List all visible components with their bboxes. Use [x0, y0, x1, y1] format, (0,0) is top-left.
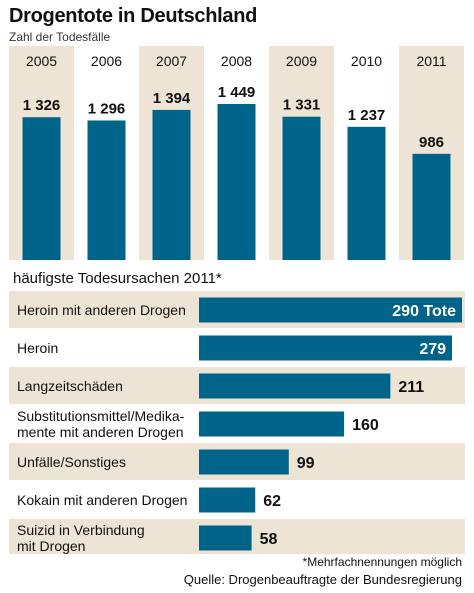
cause-bar-0 — [199, 297, 462, 323]
bar-2005 — [22, 117, 61, 260]
cause-label: mente mit anderen Drogen — [17, 424, 184, 440]
cause-value-label-6: 58 — [260, 531, 278, 548]
cause-label: Substitutionsmittel/Medika- — [17, 408, 185, 424]
cause-bar-1 — [199, 335, 453, 361]
cause-label: Heroin — [17, 340, 58, 356]
year-label-2009: 2009 — [286, 53, 317, 69]
value-label-2007: 1 394 — [153, 90, 191, 107]
year-label-2005: 2005 — [26, 53, 57, 69]
value-label-2009: 1 331 — [283, 97, 321, 114]
year-label-2006: 2006 — [91, 53, 122, 69]
year-label-2007: 2007 — [156, 53, 187, 69]
cause-value-label-4: 99 — [297, 455, 315, 472]
cause-bar-5 — [199, 487, 256, 513]
value-label-2008: 1 449 — [218, 84, 256, 101]
bar-2011 — [412, 153, 451, 260]
cause-value-label-3: 160 — [352, 417, 379, 434]
value-label-2006: 1 296 — [88, 100, 126, 117]
year-label-2008: 2008 — [221, 53, 252, 69]
cause-value-label-5: 62 — [263, 493, 281, 510]
section-title: häufigste Todesursachen 2011* — [13, 270, 222, 287]
source-note: Quelle: Drogenbeauftragte der Bundesregi… — [183, 572, 462, 587]
value-label-2010: 1 237 — [348, 107, 386, 124]
value-label-2005: 1 326 — [23, 97, 61, 114]
value-label-2011: 986 — [419, 134, 444, 151]
chart-subtitle: Zahl der Todesfälle — [9, 30, 111, 44]
bar-2006 — [87, 120, 126, 260]
cause-bar-2 — [199, 373, 391, 399]
footnote: *Mehrfachnennungen möglich — [302, 555, 462, 569]
yearly-deaths-bar-chart: 2005 1 326 2006 1 296 2007 1 394 2008 1 449 2009… — [9, 46, 464, 261]
cause-bar-6 — [199, 525, 252, 551]
cause-label: Unfälle/Sonstiges — [17, 454, 126, 470]
year-label-2010: 2010 — [351, 53, 382, 69]
cause-label: Heroin mit anderen Drogen — [17, 302, 186, 318]
cause-label: Suizid in Verbindung — [17, 522, 145, 538]
cause-value-label-1: 279 — [419, 341, 446, 358]
cause-bar-4 — [199, 449, 289, 475]
year-label-2011: 2011 — [416, 53, 446, 69]
cause-bar-3 — [199, 411, 345, 437]
chart-title: Drogentote in Deutschland — [9, 5, 258, 27]
cause-label: Langzeitschäden — [17, 378, 123, 394]
cause-value-label-2: 211 — [398, 379, 424, 396]
bar-2008 — [217, 104, 256, 260]
bar-2007 — [152, 109, 191, 260]
bar-2010 — [347, 126, 386, 261]
bar-2009 — [282, 116, 321, 260]
causes-of-death-bar-chart: häufigste Todesursachen 2011* Heroin mit … — [9, 270, 465, 554]
cause-value-label-0: 290 Tote — [392, 303, 456, 320]
cause-label: mit Drogen — [17, 538, 85, 554]
cause-label: Kokain mit anderen Drogen — [17, 492, 187, 508]
